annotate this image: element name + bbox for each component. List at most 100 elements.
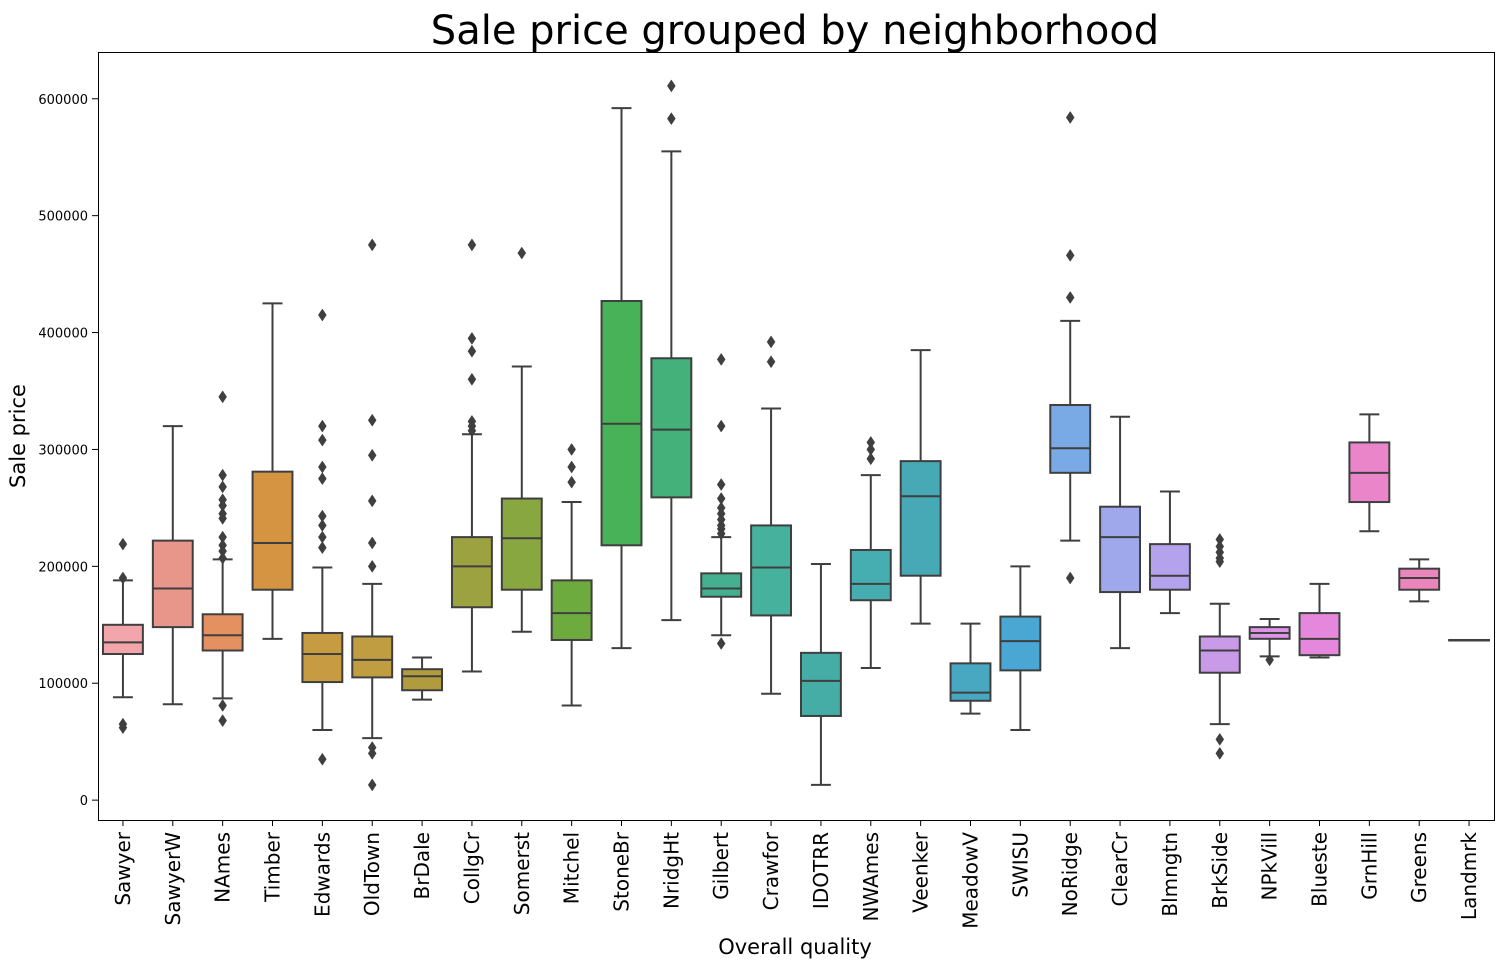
box-Gilbert (700, 572, 743, 598)
outlier-point (367, 413, 377, 427)
outlier-point (467, 372, 477, 386)
box-Crawfor (750, 524, 793, 617)
y-tick-label: 0 (80, 794, 88, 809)
x-tick-label: SWISU (1008, 832, 1032, 898)
outlier-point (218, 480, 227, 494)
x-tick-label: NAmes (211, 832, 235, 903)
x-tick-label: Timber (261, 831, 285, 903)
outlier-point (716, 637, 726, 650)
outlier-point (318, 433, 327, 447)
x-tick-label: Landmrk (1457, 832, 1481, 920)
x-tick-label: CollgCr (460, 831, 484, 904)
outlier-point (367, 448, 377, 462)
outlier-point (318, 541, 327, 555)
x-tick-label: StoneBr (610, 831, 634, 911)
outlier-point (866, 452, 876, 466)
y-tick-label: 400000 (38, 327, 88, 342)
outlier-point (118, 571, 128, 585)
x-tick-label: NridgHt (659, 832, 683, 909)
outlier-point (367, 494, 377, 508)
outlier-point (218, 698, 227, 712)
x-tick-label: Crawfor (759, 831, 783, 910)
x-tick-label: SawyerW (161, 832, 185, 926)
outlier-point (1065, 571, 1075, 585)
outlier-point (567, 442, 576, 456)
plot-area: 0 100000 200000 300000 400000 500000 600000 Saw… (38, 79, 1491, 929)
outlier-point (218, 390, 227, 404)
x-tick-label: GrnHill (1357, 832, 1381, 900)
x-tick-label: NPkVill (1258, 832, 1282, 901)
outlier-point (716, 478, 726, 491)
outlier-point (318, 472, 327, 486)
box-NoRidge (1049, 404, 1092, 474)
box-ClearCr (1099, 505, 1142, 594)
outlier-point (1065, 248, 1075, 262)
y-tick-label: 200000 (38, 560, 88, 575)
outlier-point (667, 112, 676, 126)
box-Mitchel (550, 579, 593, 641)
outlier-point (318, 308, 327, 322)
outlier-point (1065, 111, 1075, 124)
outlier-point (118, 537, 128, 551)
outlier-point (716, 419, 726, 433)
y-axis-label: Sale price (6, 384, 30, 488)
box-Somerst (500, 497, 543, 591)
x-tick-label: BrkSide (1208, 832, 1232, 909)
outlier-point (367, 746, 377, 760)
outlier-point (218, 468, 227, 482)
outlier-point (567, 475, 576, 489)
box-Edwards (301, 631, 344, 684)
outlier-point (517, 246, 527, 260)
box-SawyerW (151, 539, 194, 629)
outlier-point (318, 752, 327, 766)
outlier-point (716, 352, 726, 366)
box-BrDale (401, 668, 444, 692)
x-tick-label: Gilbert (709, 832, 733, 900)
x-tick-label: Somerst (510, 832, 534, 915)
outlier-point (367, 559, 377, 573)
plot-frame (98, 52, 1495, 821)
x-tick-label: NWAmes (859, 832, 883, 922)
box-Greens (1398, 567, 1441, 591)
x-tick-label: NoRidge (1058, 832, 1082, 916)
x-tick-label: Blueste (1308, 832, 1332, 907)
x-tick-label: IDOTRR (809, 832, 833, 909)
outlier-point (467, 238, 477, 252)
outlier-point (716, 527, 726, 541)
box-Blmngtn (1148, 543, 1191, 591)
outlier-point (218, 551, 227, 565)
box-Sawyer (101, 623, 144, 656)
outlier-point (367, 238, 377, 252)
outlier-point (1215, 555, 1225, 569)
outlier-point (118, 721, 128, 735)
outlier-point (1215, 732, 1225, 746)
y-tick-label: 600000 (38, 93, 88, 108)
box-MeadowV (949, 662, 992, 702)
outlier-point (367, 778, 377, 792)
y-tick-label: 300000 (38, 443, 88, 458)
outlier-point (318, 460, 327, 474)
x-tick-label: ClearCr (1108, 831, 1132, 906)
outlier-point (367, 536, 377, 550)
x-tick-label: MeadowV (959, 832, 983, 929)
outlier-point (318, 419, 327, 433)
box-OldTown (351, 635, 394, 679)
outlier-point (467, 344, 477, 358)
outlier-point (1215, 746, 1225, 760)
outlier-point (1265, 653, 1274, 667)
y-tick-label: 100000 (38, 677, 88, 692)
box-NridgHt (650, 357, 693, 499)
outlier-point (667, 79, 676, 93)
outlier-point (766, 335, 776, 349)
outlier-point (218, 714, 227, 728)
outlier-point (1065, 291, 1075, 304)
outlier-point (567, 460, 576, 474)
outlier-point (467, 424, 477, 438)
x-tick-label: Sawyer (111, 831, 135, 905)
x-tick-label: BrDale (410, 832, 434, 899)
outlier-point (318, 518, 327, 532)
box-CollgCr (450, 536, 493, 609)
x-tick-label: Blmngtn (1158, 832, 1182, 917)
